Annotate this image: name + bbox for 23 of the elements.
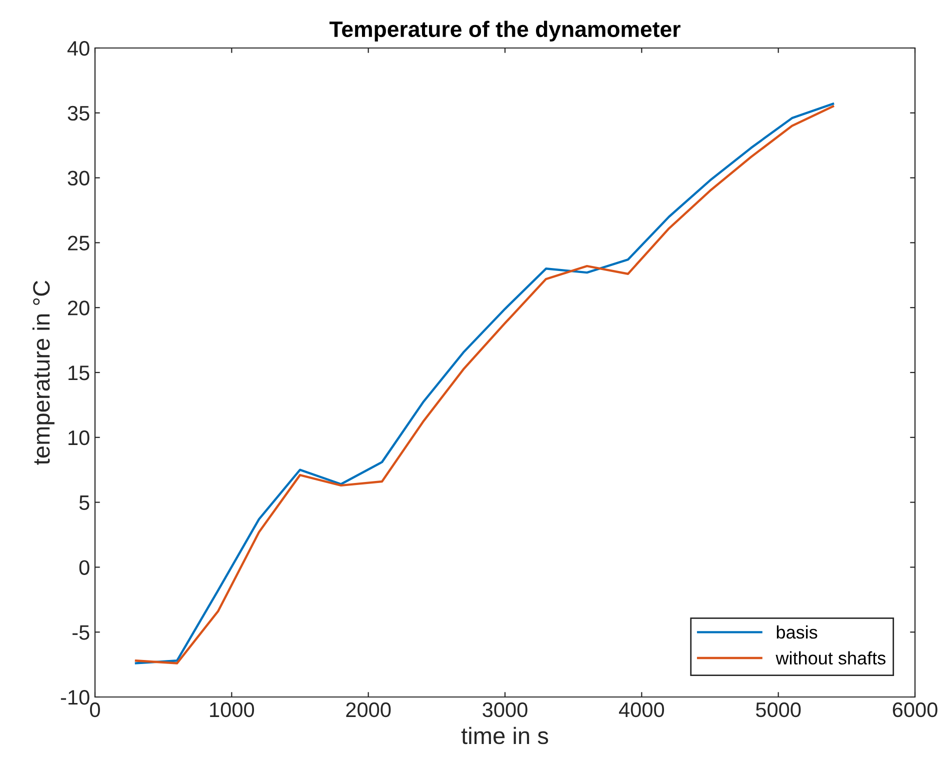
- x-axis-title: time in s: [461, 726, 548, 744]
- x-tick-label: 1000: [210, 702, 254, 718]
- y-tick-label: -10: [60, 690, 90, 705]
- x-tick-label: 3000: [482, 702, 528, 718]
- y-tick-label: 5: [79, 496, 90, 510]
- y-tick-label: 30: [68, 170, 90, 186]
- legend-label: without shafts: [776, 651, 886, 665]
- y-tick-label: 0: [79, 560, 90, 575]
- y-tick-label: 15: [68, 366, 90, 380]
- y-tick-label: 20: [68, 300, 90, 316]
- y-tick-label: 25: [68, 236, 90, 250]
- y-tick-label: 35: [68, 106, 90, 121]
- y-tick-label: -5: [72, 625, 90, 640]
- x-tick-label: 2000: [346, 702, 391, 718]
- x-tick-label: 4000: [618, 702, 664, 718]
- chart-title: Temperature of the dynamometer: [329, 20, 680, 42]
- x-tick-label: 5000: [756, 702, 801, 718]
- x-tick-label: 6000: [892, 702, 938, 718]
- legend-label: basis: [776, 625, 818, 639]
- y-axis-title: temperature in °C: [32, 280, 54, 465]
- x-tick-label: 0: [90, 702, 100, 718]
- y-tick-label: 10: [68, 430, 90, 446]
- y-tick-label: 40: [67, 41, 90, 56]
